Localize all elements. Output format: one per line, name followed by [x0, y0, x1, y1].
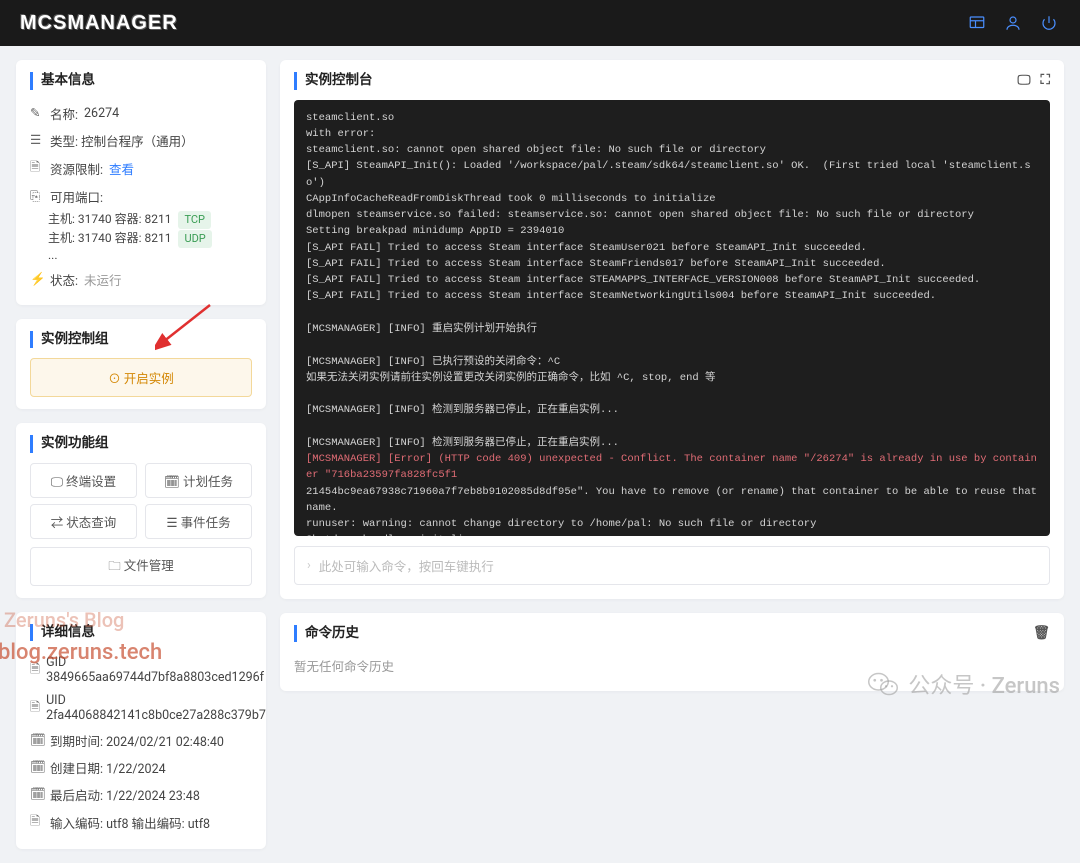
trash-icon[interactable]: 🗑 — [1033, 625, 1050, 643]
control-title: 实例控制组 — [30, 331, 252, 349]
port-icon: ⎘ — [30, 189, 44, 204]
type-row: ☰ 类型: 控制台程序（通用） — [30, 127, 252, 154]
layout-icon[interactable] — [966, 12, 988, 34]
edit-icon: ✎ — [30, 105, 44, 121]
name-row: ✎ 名称: 26274 — [30, 100, 252, 127]
detail-title: 详细信息 — [30, 624, 252, 642]
id-icon: 🗎 — [30, 698, 40, 719]
uid-row: 🗎UID 2fa44068842141c8b0ce27a288c379b7 — [30, 689, 252, 727]
basic-info-title: 基本信息 — [30, 72, 252, 90]
main-layout: 基本信息 ✎ 名称: 26274 ☰ 类型: 控制台程序（通用） 🗎 资源限制:… — [0, 46, 1080, 863]
gid-text: GID 3849665aa69744d7bf8a8803ced1296f — [46, 655, 264, 685]
port-label: 可用端口: — [50, 187, 103, 206]
function-card: 实例功能组 🖵 终端设置 🗓 计划任务 ⇄ 状态查询 ☰ 事件任务 🗀 文件管理 — [16, 423, 266, 598]
port-row: ⎘ 可用端口: — [30, 183, 252, 210]
create-text: 创建日期: 1/22/2024 — [50, 758, 166, 777]
status-label: 状态: — [50, 270, 78, 289]
port1-text: 主机: 31740 容器: 8211 — [48, 212, 171, 226]
user-icon[interactable] — [1002, 12, 1024, 34]
console-card: 实例控制台 🖵 ⛶ steamclient.so with error: ste… — [280, 60, 1064, 599]
port-line-2: 主机: 31740 容器: 8211 UDP — [30, 229, 252, 248]
limit-link[interactable]: 查看 — [109, 159, 134, 178]
command-input[interactable]: › 此处可输入命令，按回车键执行 — [294, 546, 1050, 585]
terminal-settings-button[interactable]: 🖵 终端设置 — [30, 463, 137, 498]
left-column: 基本信息 ✎ 名称: 26274 ☰ 类型: 控制台程序（通用） 🗎 资源限制:… — [16, 60, 266, 849]
limit-row: 🗎 资源限制: 查看 — [30, 154, 252, 183]
right-column: 实例控制台 🖵 ⛶ steamclient.so with error: ste… — [280, 60, 1064, 849]
udp-badge: UDP — [178, 230, 211, 248]
detail-card: 详细信息 🗎GID 3849665aa69744d7bf8a8803ced129… — [16, 612, 266, 850]
history-card: 命令历史 🗑 暂无任何命令历史 — [280, 613, 1064, 692]
gid-row: 🗎GID 3849665aa69744d7bf8a8803ced1296f — [30, 651, 252, 689]
fullscreen-icon[interactable]: ⛶ — [1041, 72, 1050, 90]
encoding-text: 输入编码: utf8 输出编码: utf8 — [50, 813, 210, 832]
port-ellipsis: ... — [30, 248, 252, 262]
id-icon: 🗎 — [30, 660, 40, 681]
cal-icon: 🗓 — [30, 733, 44, 748]
name-label: 名称: — [50, 104, 78, 123]
topbar: MCSMANAGER — [0, 0, 1080, 46]
event-task-button[interactable]: ☰ 事件任务 — [145, 504, 252, 539]
basic-info-card: 基本信息 ✎ 名称: 26274 ☰ 类型: 控制台程序（通用） 🗎 资源限制:… — [16, 60, 266, 305]
list-icon: ☰ — [30, 132, 44, 148]
file-manager-button[interactable]: 🗀 文件管理 — [30, 547, 252, 586]
status-row: ⚡ 状态: 未运行 — [30, 266, 252, 293]
command-placeholder: 此处可输入命令，按回车键执行 — [319, 556, 494, 575]
control-card: 实例控制组 ⊙ 开启实例 — [16, 319, 266, 410]
type-label: 类型: 控制台程序（通用） — [50, 131, 194, 150]
uid-text: UID 2fa44068842141c8b0ce27a288c379b7 — [46, 693, 266, 723]
prompt-icon: › — [307, 558, 311, 573]
history-title-text: 命令历史 — [305, 625, 359, 643]
function-title: 实例功能组 — [30, 435, 252, 453]
enc-icon: 🗎 — [30, 812, 44, 833]
expire-text: 到期时间: 2024/02/21 02:48:40 — [50, 731, 224, 750]
laststart-text: 最后启动: 1/22/2024 23:48 — [50, 785, 200, 804]
power-icon[interactable] — [1038, 12, 1060, 34]
tcp-badge: TCP — [178, 211, 211, 229]
topbar-actions — [966, 12, 1060, 34]
port-line-1: 主机: 31740 容器: 8211 TCP — [30, 210, 252, 229]
status-icon: ⚡ — [30, 272, 44, 287]
console-title: 实例控制台 🖵 ⛶ — [294, 72, 1050, 90]
popout-icon[interactable]: 🖵 — [1018, 72, 1031, 90]
encoding-row: 🗎 输入编码: utf8 输出编码: utf8 — [30, 808, 252, 837]
schedule-task-button[interactable]: 🗓 计划任务 — [145, 463, 252, 498]
console-output: steamclient.so with error: steamclient.s… — [294, 100, 1050, 536]
history-empty: 暂无任何命令历史 — [294, 652, 1050, 679]
expire-row: 🗓 到期时间: 2024/02/21 02:48:40 — [30, 727, 252, 754]
cal-icon: 🗓 — [30, 787, 44, 802]
create-row: 🗓 创建日期: 1/22/2024 — [30, 754, 252, 781]
laststart-row: 🗓 最后启动: 1/22/2024 23:48 — [30, 781, 252, 808]
limit-label: 资源限制: — [50, 159, 103, 178]
status-query-button[interactable]: ⇄ 状态查询 — [30, 504, 137, 539]
history-title: 命令历史 🗑 — [294, 625, 1050, 643]
console-title-text: 实例控制台 — [305, 72, 373, 90]
app-logo: MCSMANAGER — [20, 12, 178, 35]
status-value: 未运行 — [84, 270, 122, 289]
name-value: 26274 — [84, 106, 119, 121]
port2-text: 主机: 31740 容器: 8211 — [48, 231, 171, 245]
doc-icon: 🗎 — [30, 158, 44, 179]
cal-icon: 🗓 — [30, 760, 44, 775]
start-instance-button[interactable]: ⊙ 开启实例 — [30, 358, 252, 397]
